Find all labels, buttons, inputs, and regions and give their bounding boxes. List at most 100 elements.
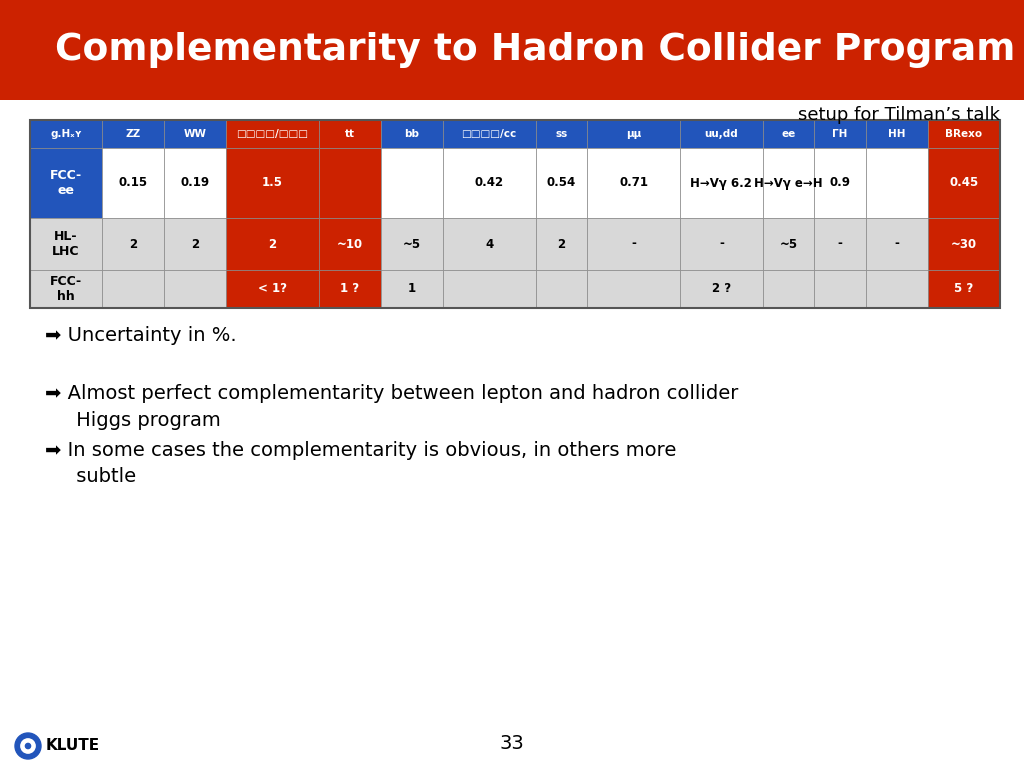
FancyBboxPatch shape <box>226 120 318 148</box>
FancyBboxPatch shape <box>442 120 536 148</box>
Text: 2 ?: 2 ? <box>712 283 731 296</box>
FancyBboxPatch shape <box>102 148 164 218</box>
Text: 1.5: 1.5 <box>262 177 283 190</box>
Text: 0.54: 0.54 <box>547 177 577 190</box>
Text: μμ: μμ <box>626 129 641 139</box>
FancyBboxPatch shape <box>587 120 680 148</box>
Text: -: - <box>631 237 636 250</box>
Text: FCC-
ee: FCC- ee <box>50 169 82 197</box>
Text: □□□□/cc: □□□□/cc <box>462 129 517 139</box>
FancyBboxPatch shape <box>680 148 763 218</box>
Text: 33: 33 <box>500 734 524 753</box>
FancyBboxPatch shape <box>164 270 226 308</box>
FancyBboxPatch shape <box>30 120 102 148</box>
FancyBboxPatch shape <box>381 218 442 270</box>
Text: 0.15: 0.15 <box>119 177 147 190</box>
FancyBboxPatch shape <box>226 148 318 218</box>
Text: 2: 2 <box>268 237 276 250</box>
FancyBboxPatch shape <box>318 270 381 308</box>
FancyBboxPatch shape <box>814 148 866 218</box>
FancyBboxPatch shape <box>866 218 928 270</box>
Text: 0.45: 0.45 <box>949 177 979 190</box>
FancyBboxPatch shape <box>164 148 226 218</box>
Text: HH: HH <box>888 129 905 139</box>
FancyBboxPatch shape <box>102 270 164 308</box>
Text: 2: 2 <box>191 237 200 250</box>
FancyBboxPatch shape <box>381 270 442 308</box>
Text: 2: 2 <box>129 237 137 250</box>
Text: 0.19: 0.19 <box>180 177 210 190</box>
Text: ➡ Uncertainty in %.: ➡ Uncertainty in %. <box>45 326 237 345</box>
FancyBboxPatch shape <box>30 218 102 270</box>
FancyBboxPatch shape <box>381 148 442 218</box>
FancyBboxPatch shape <box>680 270 763 308</box>
FancyBboxPatch shape <box>0 0 1024 100</box>
Text: -: - <box>894 237 899 250</box>
FancyBboxPatch shape <box>102 120 164 148</box>
Text: 0.9: 0.9 <box>829 177 851 190</box>
FancyBboxPatch shape <box>381 120 442 148</box>
Text: ee: ee <box>781 129 796 139</box>
FancyBboxPatch shape <box>442 148 536 218</box>
Text: 4: 4 <box>485 237 494 250</box>
FancyBboxPatch shape <box>763 120 814 148</box>
FancyBboxPatch shape <box>226 270 318 308</box>
FancyBboxPatch shape <box>164 120 226 148</box>
FancyBboxPatch shape <box>442 270 536 308</box>
Text: 1 ?: 1 ? <box>340 283 359 296</box>
FancyBboxPatch shape <box>866 270 928 308</box>
Text: 5 ?: 5 ? <box>954 283 974 296</box>
Circle shape <box>26 743 31 749</box>
Text: 0.42: 0.42 <box>475 177 504 190</box>
FancyBboxPatch shape <box>536 270 587 308</box>
Text: bb: bb <box>404 129 419 139</box>
FancyBboxPatch shape <box>763 218 814 270</box>
FancyBboxPatch shape <box>928 148 1000 218</box>
Text: ~30: ~30 <box>951 237 977 250</box>
Text: setup for Tilman’s talk: setup for Tilman’s talk <box>798 106 1000 124</box>
FancyBboxPatch shape <box>536 120 587 148</box>
Text: ZZ: ZZ <box>126 129 141 139</box>
Text: ΓH: ΓH <box>833 129 848 139</box>
Text: g.Hₓʏ: g.Hₓʏ <box>50 129 82 139</box>
FancyBboxPatch shape <box>587 218 680 270</box>
Text: WW: WW <box>183 129 207 139</box>
Text: ~5: ~5 <box>402 237 421 250</box>
FancyBboxPatch shape <box>866 148 928 218</box>
Text: tt: tt <box>345 129 355 139</box>
Circle shape <box>15 733 41 759</box>
Text: □□□□/□□□: □□□□/□□□ <box>237 129 308 139</box>
FancyBboxPatch shape <box>102 218 164 270</box>
FancyBboxPatch shape <box>318 218 381 270</box>
FancyBboxPatch shape <box>866 120 928 148</box>
FancyBboxPatch shape <box>164 218 226 270</box>
Text: BRexo: BRexo <box>945 129 982 139</box>
Text: 1: 1 <box>408 283 416 296</box>
Text: < 1?: < 1? <box>258 283 287 296</box>
FancyBboxPatch shape <box>587 270 680 308</box>
Text: HL-
LHC: HL- LHC <box>52 230 80 258</box>
Text: ➡ Almost perfect complementarity between lepton and hadron collider
     Higgs p: ➡ Almost perfect complementarity between… <box>45 384 738 429</box>
FancyBboxPatch shape <box>30 148 102 218</box>
Text: H→Vγ e→H: H→Vγ e→H <box>754 177 822 190</box>
FancyBboxPatch shape <box>442 218 536 270</box>
FancyBboxPatch shape <box>763 148 814 218</box>
Circle shape <box>20 739 35 753</box>
Text: 0.71: 0.71 <box>620 177 648 190</box>
FancyBboxPatch shape <box>536 148 587 218</box>
FancyBboxPatch shape <box>680 120 763 148</box>
Text: -: - <box>838 237 843 250</box>
Text: ~10: ~10 <box>337 237 362 250</box>
FancyBboxPatch shape <box>318 120 381 148</box>
Text: ss: ss <box>555 129 567 139</box>
FancyBboxPatch shape <box>814 218 866 270</box>
Text: ➡ In some cases the complementarity is obvious, in others more
     subtle: ➡ In some cases the complementarity is o… <box>45 441 677 486</box>
Text: -: - <box>719 237 724 250</box>
FancyBboxPatch shape <box>763 270 814 308</box>
FancyBboxPatch shape <box>536 218 587 270</box>
FancyBboxPatch shape <box>226 218 318 270</box>
FancyBboxPatch shape <box>814 270 866 308</box>
FancyBboxPatch shape <box>318 148 381 218</box>
Text: uu,dd: uu,dd <box>705 129 738 139</box>
FancyBboxPatch shape <box>928 120 1000 148</box>
